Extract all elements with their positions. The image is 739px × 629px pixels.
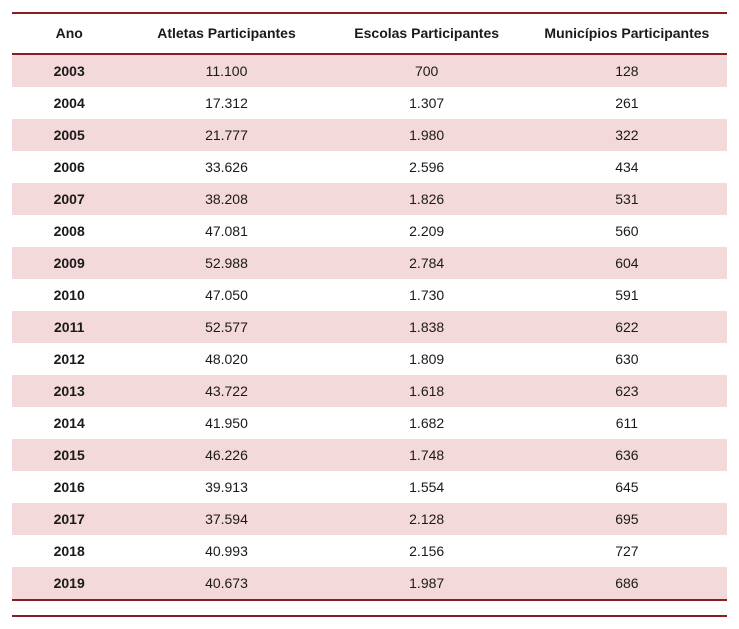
col-ano: Ano [12, 13, 126, 54]
cell-municipios: 686 [527, 567, 727, 600]
cell-atletas: 41.950 [126, 407, 326, 439]
cell-ano: 2004 [12, 87, 126, 119]
table-row: 201737.5942.128695 [12, 503, 727, 535]
cell-municipios: 645 [527, 471, 727, 503]
cell-atletas: 48.020 [126, 343, 326, 375]
cell-ano: 2019 [12, 567, 126, 600]
cell-municipios: 322 [527, 119, 727, 151]
cell-atletas: 40.993 [126, 535, 326, 567]
table-row: 201152.5771.838622 [12, 311, 727, 343]
col-atletas: Atletas Participantes [126, 13, 326, 54]
cell-escolas: 1.307 [327, 87, 527, 119]
cell-escolas: 1.980 [327, 119, 527, 151]
table-row: 201546.2261.748636 [12, 439, 727, 471]
cell-municipios: 560 [527, 215, 727, 247]
cell-escolas: 2.156 [327, 535, 527, 567]
cell-escolas: 1.987 [327, 567, 527, 600]
cell-escolas: 700 [327, 54, 527, 87]
cell-ano: 2013 [12, 375, 126, 407]
table-row: 201441.9501.682611 [12, 407, 727, 439]
cell-escolas: 1.809 [327, 343, 527, 375]
cell-atletas: 11.100 [126, 54, 326, 87]
participation-table: Ano Atletas Participantes Escolas Partic… [12, 12, 727, 617]
cell-municipios: 531 [527, 183, 727, 215]
cell-ano: 2005 [12, 119, 126, 151]
cell-escolas: 2.596 [327, 151, 527, 183]
cell-atletas: 17.312 [126, 87, 326, 119]
cell-escolas: 1.618 [327, 375, 527, 407]
cell-escolas: 1.554 [327, 471, 527, 503]
cell-ano: 2015 [12, 439, 126, 471]
table-row: 200633.6262.596434 [12, 151, 727, 183]
cell-atletas: 52.988 [126, 247, 326, 279]
table-row: 200738.2081.826531 [12, 183, 727, 215]
cell-atletas: 47.050 [126, 279, 326, 311]
cell-escolas: 1.730 [327, 279, 527, 311]
cell-ano: 2016 [12, 471, 126, 503]
table-row: 201248.0201.809630 [12, 343, 727, 375]
cell-municipios: 630 [527, 343, 727, 375]
cell-municipios: 727 [527, 535, 727, 567]
cell-municipios: 261 [527, 87, 727, 119]
table-row: 200952.9882.784604 [12, 247, 727, 279]
cell-municipios: 591 [527, 279, 727, 311]
cell-ano: 2011 [12, 311, 126, 343]
cell-atletas: 46.226 [126, 439, 326, 471]
cell-atletas: 33.626 [126, 151, 326, 183]
cell-ano: 2012 [12, 343, 126, 375]
table-row: 200521.7771.980322 [12, 119, 727, 151]
cell-ano: 2017 [12, 503, 126, 535]
cell-atletas: 43.722 [126, 375, 326, 407]
cell-ano: 2003 [12, 54, 126, 87]
cell-municipios: 128 [527, 54, 727, 87]
cell-municipios: 622 [527, 311, 727, 343]
cell-municipios: 611 [527, 407, 727, 439]
cell-municipios: 623 [527, 375, 727, 407]
header-row: Ano Atletas Participantes Escolas Partic… [12, 13, 727, 54]
table-row: 200417.3121.307261 [12, 87, 727, 119]
cell-municipios: 695 [527, 503, 727, 535]
cell-atletas: 52.577 [126, 311, 326, 343]
cell-atletas: 40.673 [126, 567, 326, 600]
col-municipios: Municípios Participantes [527, 13, 727, 54]
col-escolas: Escolas Participantes [327, 13, 527, 54]
cell-ano: 2018 [12, 535, 126, 567]
cell-ano: 2014 [12, 407, 126, 439]
table-row: 201940.6731.987686 [12, 567, 727, 600]
cell-atletas: 21.777 [126, 119, 326, 151]
table-row: 201343.7221.618623 [12, 375, 727, 407]
table-row: 200847.0812.209560 [12, 215, 727, 247]
cell-ano: 2006 [12, 151, 126, 183]
cell-escolas: 2.209 [327, 215, 527, 247]
cell-escolas: 1.682 [327, 407, 527, 439]
cell-escolas: 1.826 [327, 183, 527, 215]
cell-municipios: 604 [527, 247, 727, 279]
cell-escolas: 1.748 [327, 439, 527, 471]
cell-atletas: 47.081 [126, 215, 326, 247]
cell-ano: 2009 [12, 247, 126, 279]
table-row: 201639.9131.554645 [12, 471, 727, 503]
cell-municipios: 434 [527, 151, 727, 183]
cell-ano: 2007 [12, 183, 126, 215]
cell-escolas: 1.838 [327, 311, 527, 343]
cell-ano: 2008 [12, 215, 126, 247]
cell-atletas: 37.594 [126, 503, 326, 535]
footer-spacer [12, 600, 727, 616]
cell-escolas: 2.784 [327, 247, 527, 279]
cell-ano: 2010 [12, 279, 126, 311]
cell-atletas: 38.208 [126, 183, 326, 215]
cell-municipios: 636 [527, 439, 727, 471]
cell-escolas: 2.128 [327, 503, 527, 535]
table-row: 201840.9932.156727 [12, 535, 727, 567]
cell-atletas: 39.913 [126, 471, 326, 503]
table-row: 200311.100700128 [12, 54, 727, 87]
table-row: 201047.0501.730591 [12, 279, 727, 311]
